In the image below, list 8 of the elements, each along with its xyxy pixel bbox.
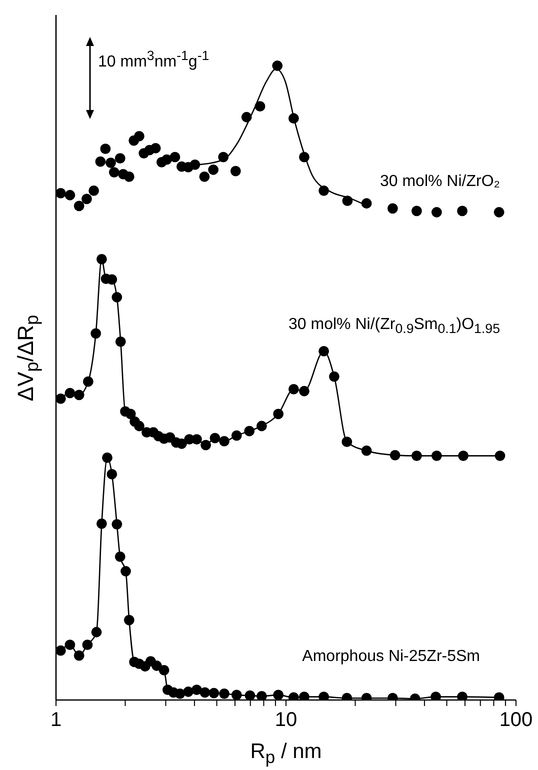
x-tick-label: 10: [274, 709, 298, 732]
series-label: 30 mol% Ni/ZrO₂: [380, 173, 500, 192]
annotation: 10 mm$^{3}$nm$^{-1}$g$^{-1}$: [98, 48, 210, 72]
x-tick-label: 1: [50, 709, 62, 732]
text: 30 mol% Ni/(Zr$_{0.9}$Sm$_{0.1}$)O$_{1.95}$: [288, 316, 500, 336]
x-axis-title: R$_{p}$ / nm: [250, 740, 322, 768]
x-tick-label: 100: [499, 709, 533, 732]
series-label: Amorphous Ni-25Zr-5Sm: [302, 648, 480, 666]
